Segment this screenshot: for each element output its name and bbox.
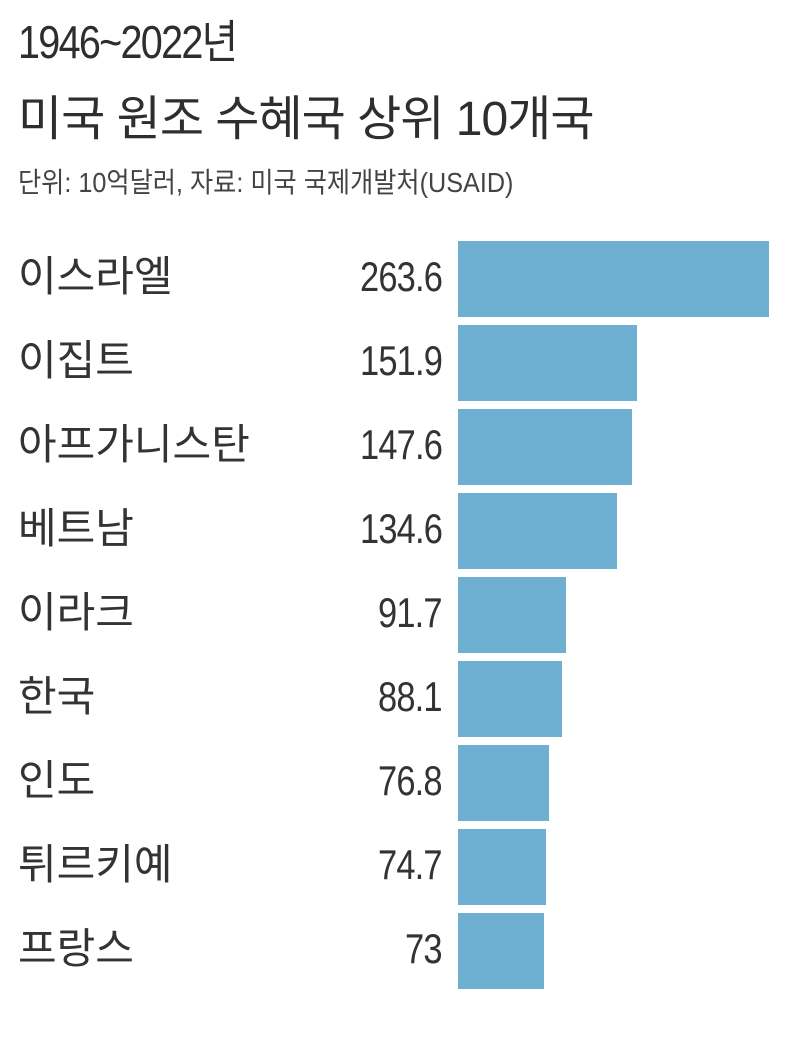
bar xyxy=(458,241,769,317)
bar xyxy=(458,325,637,401)
bar-row: 튀르키예 74.7 xyxy=(0,829,800,905)
bar xyxy=(458,577,566,653)
bar-row: 이집트 151.9 xyxy=(0,325,800,401)
bar xyxy=(458,493,617,569)
value-label: 76.8 xyxy=(378,757,443,804)
bar-row: 이스라엘 263.6 xyxy=(0,241,800,317)
bar xyxy=(458,661,562,737)
category-label: 한국 xyxy=(18,673,96,720)
chart-title: 미국 원조 수혜국 상위 10개국 xyxy=(18,93,594,146)
bar-row: 베트남 134.6 xyxy=(0,493,800,569)
category-label: 이집트 xyxy=(18,337,134,384)
category-label: 인도 xyxy=(18,757,96,804)
category-label: 이스라엘 xyxy=(18,253,173,300)
value-label: 74.7 xyxy=(378,841,443,888)
chart-subtitle: 단위: 10억달러, 자료: 미국 국제개발처(USAID) xyxy=(18,167,514,198)
bar xyxy=(458,913,544,989)
bar-row: 한국 88.1 xyxy=(0,661,800,737)
bar-row: 이라크 91.7 xyxy=(0,577,800,653)
chart-title-period: 1946~2022년 xyxy=(18,16,238,68)
category-label: 이라크 xyxy=(18,589,134,636)
category-label: 베트남 xyxy=(18,505,134,552)
value-label: 73 xyxy=(405,925,442,972)
bar-row: 프랑스 73 xyxy=(0,913,800,989)
bar xyxy=(458,829,546,905)
bar-row: 인도 76.8 xyxy=(0,745,800,821)
category-label: 프랑스 xyxy=(18,925,134,972)
bar xyxy=(458,745,549,821)
category-label: 튀르키예 xyxy=(18,841,173,888)
value-label: 263.6 xyxy=(359,253,443,300)
value-label: 147.6 xyxy=(359,421,443,468)
bar-row: 아프가니스탄 147.6 xyxy=(0,409,800,485)
value-label: 134.6 xyxy=(359,505,443,552)
value-label: 91.7 xyxy=(378,589,443,636)
value-label: 151.9 xyxy=(359,337,443,384)
category-label: 아프가니스탄 xyxy=(18,421,250,468)
value-label: 88.1 xyxy=(378,673,443,720)
bar xyxy=(458,409,632,485)
